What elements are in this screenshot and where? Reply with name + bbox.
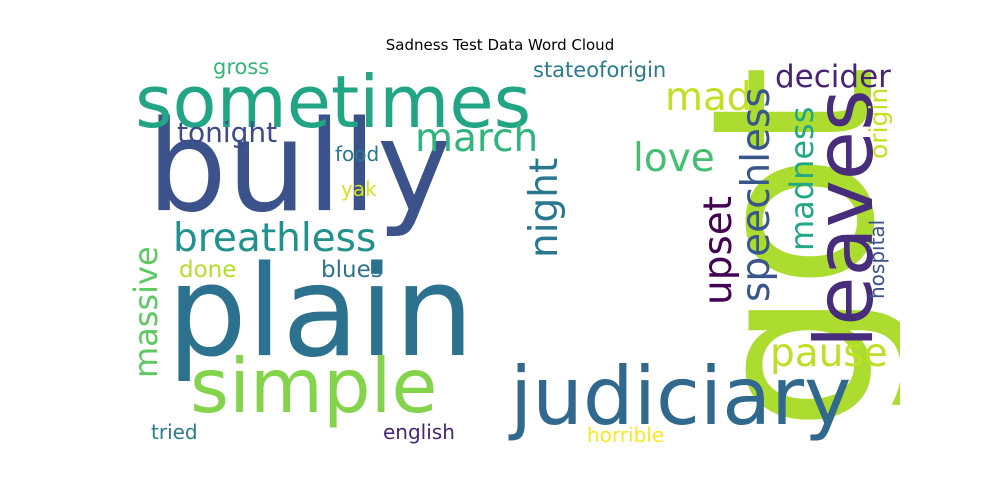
word-upset: upset: [696, 195, 741, 305]
word-love: love: [633, 136, 715, 181]
word-yak: yak: [341, 177, 377, 201]
word-horrible: horrible: [587, 423, 665, 447]
word-massive: massive: [127, 246, 165, 378]
word-gross: gross: [213, 59, 270, 79]
word-pause: pause: [770, 331, 888, 376]
word-breathless: breathless: [173, 216, 377, 261]
word-decider: decider: [775, 59, 891, 95]
word-tried: tried: [151, 420, 198, 444]
word-mad: mad: [665, 75, 752, 120]
word-blues: blues: [321, 257, 383, 283]
chart-title: Sadness Test Data Word Cloud: [385, 36, 615, 54]
word-food: food: [335, 142, 380, 166]
word-madness: madness: [783, 106, 821, 251]
word-origin: origin: [864, 87, 893, 159]
word-speechless: speechless: [734, 87, 779, 302]
word-sometimes: sometimes: [135, 60, 532, 144]
word-cloud: got bully plain sometimes leaves judiciary sim…: [125, 59, 900, 447]
word-stateoforigin: stateoforigin: [533, 59, 667, 82]
word-done: done: [179, 257, 237, 283]
word-bully: bully: [147, 93, 452, 240]
word-tonight: tonight: [177, 116, 278, 149]
word-simple: simple: [190, 342, 438, 430]
word-hospital: hospital: [865, 219, 889, 299]
word-english: english: [383, 420, 455, 444]
word-march: march: [415, 116, 539, 161]
word-plain: plain: [167, 238, 475, 385]
word-judiciary: judiciary: [510, 350, 852, 443]
word-night: night: [522, 157, 567, 258]
